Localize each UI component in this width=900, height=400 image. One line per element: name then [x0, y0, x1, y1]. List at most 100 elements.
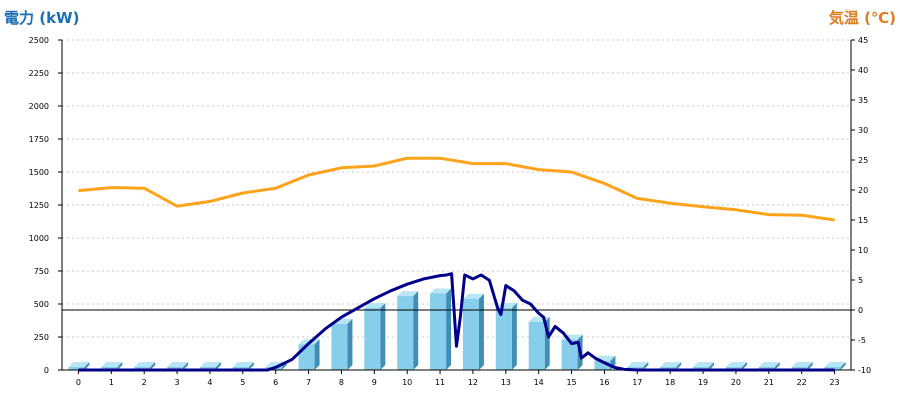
bar-top: [68, 362, 90, 367]
bar-side: [347, 318, 353, 370]
bar-front: [68, 367, 85, 370]
bar-top: [791, 362, 813, 367]
bar: [68, 362, 90, 370]
bar-side: [478, 293, 484, 370]
gridlines: [62, 39, 851, 338]
bar-top: [693, 362, 715, 367]
bar-top: [758, 362, 780, 367]
x-tick-label: 13: [501, 378, 511, 387]
bar-front: [298, 344, 315, 370]
bar-front: [561, 339, 578, 370]
bar-side: [117, 362, 123, 370]
bar-side: [413, 291, 419, 370]
right-tick-label: -10: [858, 366, 871, 375]
bar-side: [84, 362, 90, 370]
bar-side: [774, 362, 780, 370]
bar-top: [462, 293, 484, 299]
bar-side: [840, 362, 846, 370]
bars: [68, 288, 846, 370]
x-tick-label: 0: [76, 378, 81, 387]
right-tick-label: 40: [858, 66, 868, 75]
bar-top: [430, 288, 452, 294]
left-tick-label: 2250: [29, 69, 49, 78]
x-tick-label: 19: [698, 378, 708, 387]
x-tick-label: 7: [306, 378, 311, 387]
tick-labels: 02505007501000125015001750200022502500-1…: [29, 36, 871, 387]
x-tick-label: 8: [339, 378, 344, 387]
bar-side: [676, 362, 682, 370]
x-tick-label: 3: [175, 378, 180, 387]
power-demand-line: [78, 272, 835, 372]
bar-front: [495, 307, 512, 370]
bar-front: [331, 323, 348, 370]
x-tick-label: 16: [599, 378, 609, 387]
x-tick-label: 5: [240, 378, 245, 387]
bar-top: [627, 362, 649, 367]
bar-front: [397, 296, 414, 370]
right-tick-label: 10: [858, 246, 868, 255]
right-tick-label: -5: [858, 336, 866, 345]
right-tick-label: 5: [858, 276, 863, 285]
bar-side: [511, 302, 517, 370]
bar-top: [824, 362, 846, 367]
bar-side: [709, 362, 715, 370]
lines: [78, 156, 835, 372]
right-tick-label: 35: [858, 96, 868, 105]
x-tick-label: 9: [372, 378, 377, 387]
right-tick-label: 45: [858, 36, 868, 45]
bar: [462, 293, 484, 370]
x-tick-label: 11: [435, 378, 445, 387]
bar-side: [183, 362, 189, 370]
left-tick-label: 1500: [29, 168, 49, 177]
left-tick-label: 500: [34, 300, 49, 309]
x-tick-label: 6: [273, 378, 278, 387]
bar-side: [248, 362, 254, 370]
left-tick-label: 1750: [29, 135, 49, 144]
bar-side: [643, 362, 649, 370]
bar-top: [232, 362, 254, 367]
bar-top: [167, 362, 189, 367]
bar-side: [314, 339, 320, 370]
bar-front: [528, 321, 545, 370]
x-tick-label: 20: [731, 378, 741, 387]
bar-front: [364, 307, 381, 370]
x-tick-label: 23: [829, 378, 839, 387]
bar-top: [134, 362, 156, 367]
right-tick-label: 20: [858, 186, 868, 195]
bar-front: [594, 360, 611, 370]
x-tick-label: 15: [566, 378, 576, 387]
bar-top: [397, 291, 419, 297]
x-tick-label: 22: [797, 378, 807, 387]
bar-top: [101, 362, 123, 367]
x-tick-label: 17: [632, 378, 642, 387]
bar-side: [215, 362, 221, 370]
right-axis-title: 気温 (℃): [829, 9, 896, 27]
bar-side: [446, 288, 452, 370]
left-tick-label: 250: [34, 333, 49, 342]
left-axis-title: 電力 (kW): [4, 9, 79, 27]
right-tick-label: 0: [858, 306, 863, 315]
right-tick-label: 25: [858, 156, 868, 165]
bar-front: [462, 298, 479, 370]
left-tick-label: 2500: [29, 36, 49, 45]
bar: [430, 288, 452, 370]
left-tick-label: 2000: [29, 102, 49, 111]
x-tick-label: 18: [665, 378, 675, 387]
bar-side: [380, 302, 386, 370]
x-tick-label: 1: [109, 378, 114, 387]
bar: [495, 302, 517, 370]
bar: [364, 302, 386, 370]
left-tick-label: 0: [44, 366, 49, 375]
right-tick-label: 15: [858, 216, 868, 225]
left-tick-label: 1000: [29, 234, 49, 243]
x-tick-label: 4: [207, 378, 212, 387]
temperature-line: [78, 156, 835, 222]
x-tick-label: 2: [142, 378, 147, 387]
left-tick-label: 1250: [29, 201, 49, 210]
bar-side: [741, 362, 747, 370]
bar-top: [199, 362, 221, 367]
x-tick-label: 10: [402, 378, 412, 387]
bar-front: [430, 293, 447, 370]
x-tick-label: 12: [468, 378, 478, 387]
